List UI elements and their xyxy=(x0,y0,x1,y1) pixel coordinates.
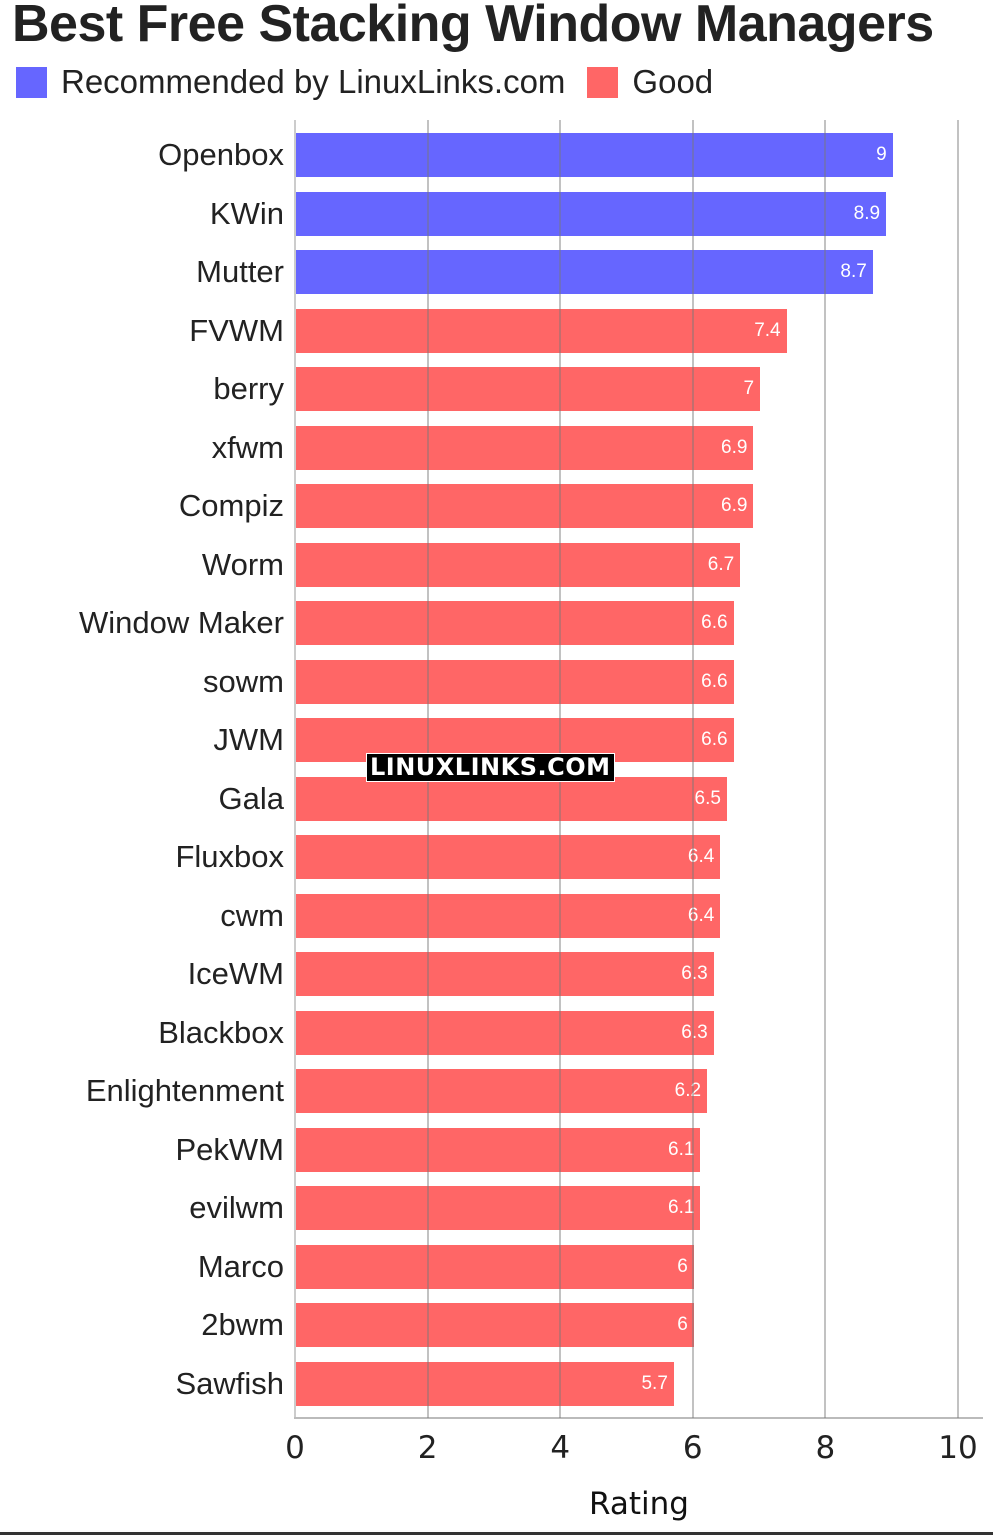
bar[interactable]: 6.5 xyxy=(296,776,727,821)
bar-value-label: 7 xyxy=(743,378,755,400)
bar[interactable]: 6.6 xyxy=(296,659,734,704)
bar[interactable]: 6.2 xyxy=(296,1069,708,1114)
bar[interactable]: 6 xyxy=(296,1303,694,1348)
category-label: Worm xyxy=(201,546,284,582)
bar[interactable]: 6.9 xyxy=(296,425,754,470)
bar-value-label: 6.5 xyxy=(694,787,721,809)
bar-value-label: 6.1 xyxy=(668,1197,695,1219)
bar-value-label: 5.7 xyxy=(641,1372,668,1394)
bar[interactable]: 6 xyxy=(296,1244,694,1289)
bar[interactable]: 7 xyxy=(296,367,761,412)
category-label: Window Maker xyxy=(79,605,284,641)
category-label: xfwm xyxy=(211,429,284,465)
bar-value-label: 6.3 xyxy=(681,1021,708,1043)
bar-value-label: 8.9 xyxy=(853,202,881,224)
bar-value-label: 6.6 xyxy=(701,612,728,634)
watermark: LINUXLINKS.COM xyxy=(366,753,615,782)
chart-title: Best Free Stacking Window Managers xyxy=(12,0,934,53)
legend-label-good: Good xyxy=(632,63,714,100)
bar[interactable]: 6.4 xyxy=(296,893,721,938)
category-label: PekWM xyxy=(175,1131,285,1167)
category-label: Marco xyxy=(197,1248,284,1284)
bar[interactable]: 6.4 xyxy=(296,835,721,880)
bar[interactable]: 6.3 xyxy=(296,952,714,997)
bar[interactable]: 6.1 xyxy=(296,1127,701,1172)
x-tick-label: 2 xyxy=(417,1430,438,1466)
bar-value-label: 6.9 xyxy=(721,436,748,458)
category-label: sowm xyxy=(203,663,284,699)
bar-value-label: 6 xyxy=(677,1255,688,1277)
bar-value-label: 8.7 xyxy=(840,261,867,283)
category-label: 2bwm xyxy=(201,1307,284,1343)
category-label: Mutter xyxy=(196,254,284,290)
bar-value-label: 6.4 xyxy=(687,846,715,868)
bar-value-label: 6.6 xyxy=(701,729,728,751)
bar[interactable]: 7.4 xyxy=(296,308,787,353)
category-label: Compiz xyxy=(178,488,284,524)
category-label: cwm xyxy=(220,897,284,933)
category-label: Sawfish xyxy=(175,1365,284,1401)
bar[interactable]: 6.3 xyxy=(296,1010,714,1055)
bar-value-label: 6.7 xyxy=(707,553,735,575)
x-tick-label: 8 xyxy=(815,1430,836,1466)
bar-value-label: 6.3 xyxy=(681,963,708,985)
category-label: berry xyxy=(213,371,284,407)
y-axis-line xyxy=(294,120,296,1419)
x-axis-title: Rating xyxy=(589,1486,689,1522)
bar[interactable]: 8.9 xyxy=(296,191,887,236)
bar[interactable]: 6.6 xyxy=(296,601,734,646)
bar-value-label: 6.4 xyxy=(687,904,715,926)
category-label: KWin xyxy=(209,195,284,231)
bar[interactable]: 6.9 xyxy=(296,484,754,529)
legend: Recommended by LinuxLinks.com Good xyxy=(16,63,735,101)
bar[interactable]: 8.7 xyxy=(296,250,873,295)
gridline xyxy=(957,120,959,1418)
category-label: Openbox xyxy=(158,137,284,172)
category-label: Enlightenment xyxy=(85,1073,284,1109)
bar-value-label: 6.2 xyxy=(674,1080,702,1102)
category-label: FVWM xyxy=(189,312,284,348)
legend-swatch-recommended xyxy=(16,66,47,98)
legend-item-recommended[interactable]: Recommended by LinuxLinks.com xyxy=(16,63,565,101)
x-tick-label: 6 xyxy=(682,1430,703,1466)
bar[interactable]: 5.7 xyxy=(296,1361,674,1406)
bar[interactable]: 9 xyxy=(296,133,893,177)
bottom-divider xyxy=(0,1532,993,1535)
x-axis-line xyxy=(294,1417,983,1419)
legend-label-recommended: Recommended by LinuxLinks.com xyxy=(61,63,566,100)
bar-value-label: 7.4 xyxy=(754,319,781,341)
bar-value-label: 6.1 xyxy=(668,1138,695,1160)
gridline xyxy=(691,120,694,1418)
legend-item-good[interactable]: Good xyxy=(587,63,713,101)
category-label: Blackbox xyxy=(158,1014,284,1050)
bar[interactable]: 6.7 xyxy=(296,542,741,587)
category-label: Fluxbox xyxy=(175,839,284,875)
legend-swatch-good xyxy=(587,66,619,98)
bar[interactable]: 6.1 xyxy=(296,1186,701,1231)
bar-value-label: 6.6 xyxy=(701,670,728,692)
category-label: evilwm xyxy=(189,1190,284,1226)
x-tick-label: 4 xyxy=(550,1430,571,1466)
bar-value-label: 9 xyxy=(876,144,887,165)
gridline xyxy=(824,120,827,1418)
bar-value-label: 6 xyxy=(677,1314,688,1336)
category-label: IceWM xyxy=(187,956,284,992)
bar-value-label: 6.9 xyxy=(721,495,748,517)
x-tick-label: 0 xyxy=(285,1430,305,1466)
category-label: JWM xyxy=(213,722,284,758)
category-label: Gala xyxy=(218,780,284,816)
x-tick-label: 10 xyxy=(938,1430,978,1466)
